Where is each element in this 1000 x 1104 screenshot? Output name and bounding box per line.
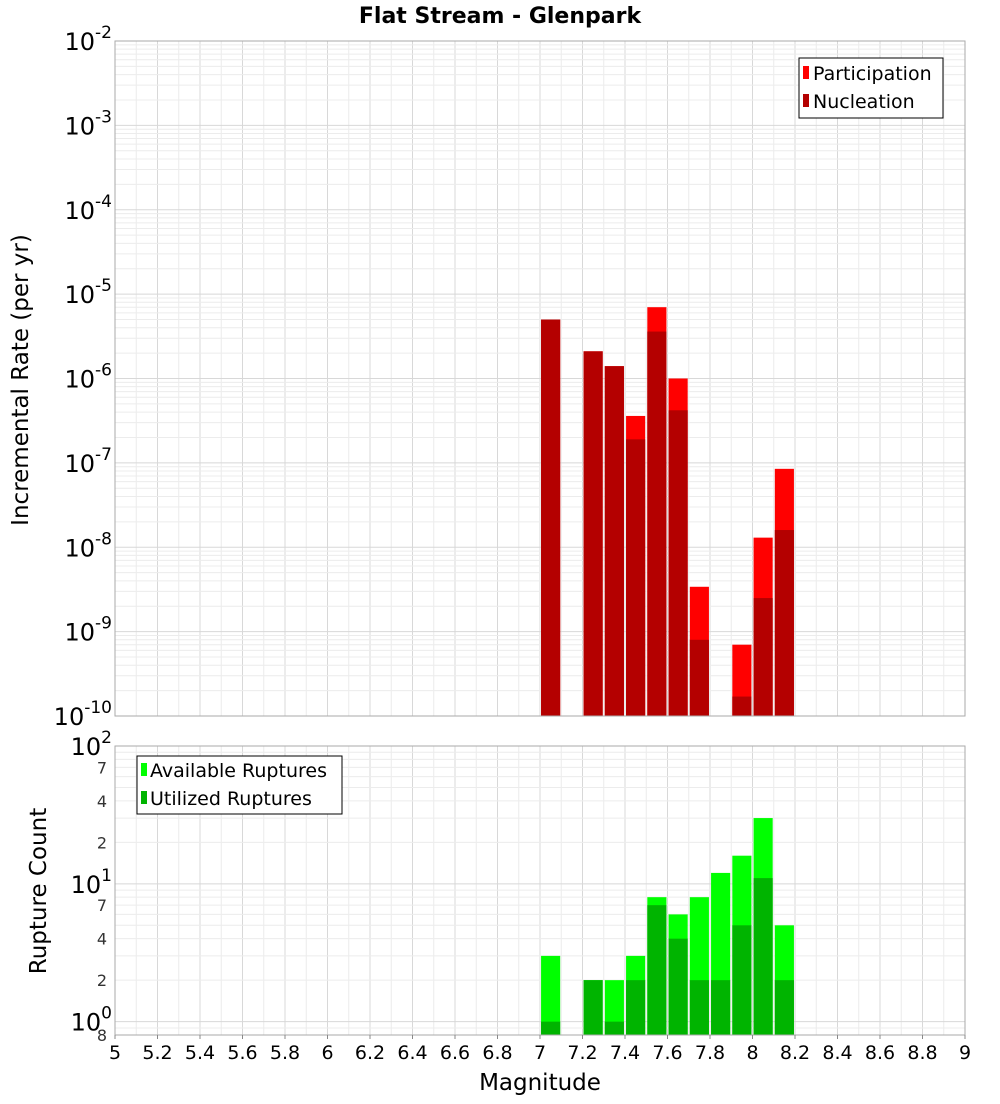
x-tick-label: 7.6 <box>652 1042 682 1064</box>
bottom-panel-bars <box>541 818 794 1035</box>
x-tick-label: 8 <box>746 1042 758 1064</box>
x-tick-label: 5.2 <box>142 1042 172 1064</box>
y-tick-label: 10-5 <box>65 276 113 309</box>
bar-nucleation <box>541 319 561 716</box>
x-tick-label: 7.2 <box>567 1042 597 1064</box>
bar-available-ruptures <box>541 955 561 1035</box>
x-axis-ticks: 5 5.2 5.4 5.6 5.8 6 6.2 6.4 6.6 6.8 7 7.2 7.4 7.6 7.8 8… <box>109 1035 971 1064</box>
y-minor-tick-label: 7 <box>97 896 107 915</box>
x-tick-label: 7 <box>534 1042 546 1064</box>
x-tick-label: 6 <box>321 1042 333 1064</box>
x-tick-label: 6.6 <box>440 1042 470 1064</box>
legend-swatch-participation <box>803 66 809 79</box>
top-panel-grid <box>114 40 966 717</box>
y-minor-tick-label: 7 <box>97 758 107 777</box>
chart-title: Flat Stream - Glenpark <box>359 4 643 29</box>
x-tick-label: 8.6 <box>865 1042 895 1064</box>
y-tick-label: 10-10 <box>54 698 112 731</box>
legend-label-nucleation: Nucleation <box>813 91 915 113</box>
bar-utilized-ruptures <box>732 925 752 1035</box>
top-panel-bars <box>541 307 794 716</box>
bottom-y-axis-title: Rupture Count <box>26 808 52 974</box>
top-y-axis-title: Incremental Rate (per yr) <box>8 234 34 526</box>
bar-nucleation <box>689 639 709 716</box>
bar-utilized-ruptures <box>647 905 667 1035</box>
bar-nucleation <box>668 410 688 716</box>
x-tick-label: 7.4 <box>610 1042 640 1064</box>
x-tick-label: 7.8 <box>695 1042 725 1064</box>
bar-nucleation <box>604 366 624 716</box>
y-minor-tick-label: 4 <box>97 792 107 811</box>
y-tick-label: 10-8 <box>65 529 113 562</box>
bar-utilized-ruptures <box>583 980 603 1035</box>
bar-utilized-ruptures <box>668 938 688 1035</box>
top-panel-frame <box>114 40 966 717</box>
y-tick-label: 10-7 <box>65 445 113 478</box>
legend-box <box>136 755 343 815</box>
x-tick-label: 8.8 <box>907 1042 937 1064</box>
x-tick-label: 6.4 <box>397 1042 427 1064</box>
legend-label-participation: Participation <box>813 63 932 85</box>
bar-nucleation <box>583 351 603 716</box>
legend-swatch-utilized <box>141 791 147 804</box>
x-tick-label: 5.4 <box>185 1042 215 1064</box>
bar-utilized-ruptures <box>604 1021 624 1035</box>
bar-utilized-ruptures <box>541 1021 561 1035</box>
top-panel-legend: Participation Nucleation <box>798 57 944 119</box>
bar-nucleation <box>732 696 752 716</box>
top-panel-y-ticks: 10-10 10-9 10-8 10-7 10-6 10-5 10-4 10-3 10-2 <box>54 23 112 731</box>
x-tick-label: 9 <box>959 1042 971 1064</box>
legend-label-utilized: Utilized Ruptures <box>150 788 312 810</box>
bottom-panel-y-ticks: 100 101 102 8 2 4 7 2 4 7 <box>71 728 112 1045</box>
bottom-panel-legend: Available Ruptures Utilized Ruptures <box>136 755 343 815</box>
legend-box <box>798 57 944 119</box>
bar-utilized-ruptures <box>774 980 794 1035</box>
legend-swatch-nucleation <box>803 94 809 107</box>
bar-nucleation <box>647 331 667 716</box>
bar-utilized-ruptures <box>626 980 646 1035</box>
bar-utilized-ruptures <box>711 980 731 1035</box>
y-tick-label: 10-3 <box>65 107 113 140</box>
bar-available-ruptures <box>604 980 624 1035</box>
x-tick-label: 5.6 <box>227 1042 257 1064</box>
y-tick-label: 101 <box>71 866 112 899</box>
x-tick-label: 8.2 <box>780 1042 810 1064</box>
bar-nucleation <box>626 439 646 716</box>
bar-nucleation <box>753 598 773 716</box>
x-tick-label: 6.8 <box>482 1042 512 1064</box>
y-tick-label: 10-4 <box>65 192 113 225</box>
legend-label-available: Available Ruptures <box>150 760 327 782</box>
x-tick-label: 5.8 <box>270 1042 300 1064</box>
y-tick-label: 102 <box>71 728 112 761</box>
legend-swatch-available <box>141 763 147 776</box>
x-axis-title: Magnitude <box>479 1070 601 1096</box>
y-tick-label: 10-9 <box>65 614 113 647</box>
bar-nucleation <box>774 530 794 716</box>
bar-utilized-ruptures <box>753 878 773 1035</box>
y-tick-label: 10-2 <box>65 23 113 56</box>
y-minor-tick-label: 2 <box>97 971 107 990</box>
x-tick-label: 5 <box>109 1042 121 1064</box>
y-tick-label: 10-6 <box>65 361 113 394</box>
y-minor-tick-label: 2 <box>97 833 107 852</box>
y-tick-label: 100 <box>71 1004 112 1037</box>
y-minor-tick-label: 4 <box>97 930 107 949</box>
x-tick-label: 6.2 <box>355 1042 385 1064</box>
x-tick-label: 8.4 <box>822 1042 852 1064</box>
y-minor-tick-label: 8 <box>97 1026 107 1045</box>
bar-utilized-ruptures <box>689 980 709 1035</box>
